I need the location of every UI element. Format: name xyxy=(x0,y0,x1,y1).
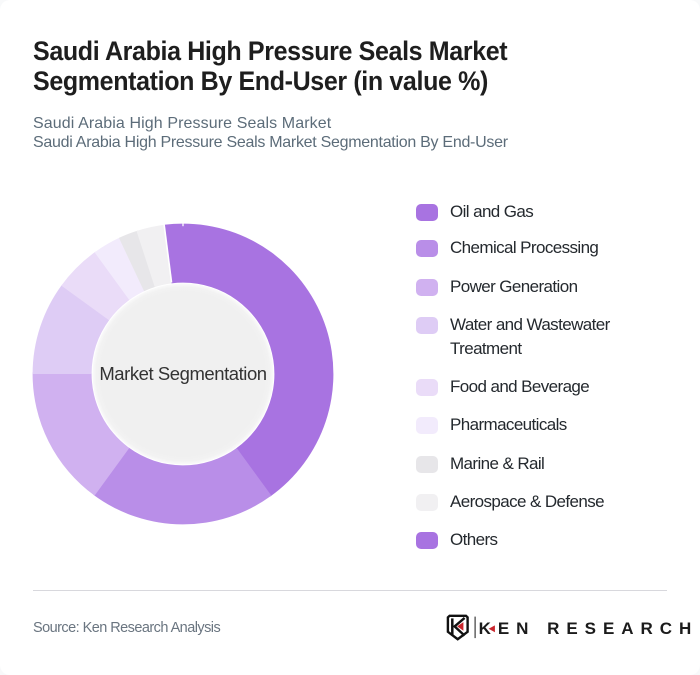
svg-text:KEN RESEARCH: KEN RESEARCH xyxy=(479,619,699,638)
